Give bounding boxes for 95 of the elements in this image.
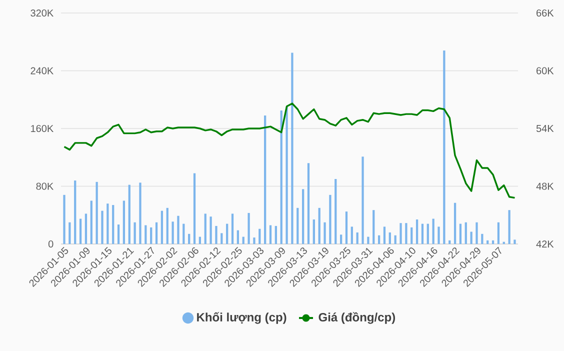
bar — [258, 228, 261, 244]
bar — [367, 236, 370, 244]
bar — [432, 218, 434, 244]
bar — [492, 240, 494, 244]
bar — [362, 156, 364, 244]
y2-tick-label: 66K — [536, 9, 554, 17]
bar — [329, 194, 332, 244]
y-tick-label: 80K — [36, 182, 54, 190]
bar — [74, 180, 76, 244]
bar — [220, 233, 223, 244]
bar — [274, 226, 277, 244]
bar — [198, 236, 202, 244]
bar — [383, 226, 386, 244]
bar — [264, 116, 266, 244]
bar — [410, 227, 413, 244]
bar — [150, 227, 152, 244]
bar — [459, 224, 462, 244]
bar — [416, 219, 418, 244]
bar — [177, 216, 180, 244]
y2-tick-label: 48K — [536, 182, 554, 190]
bar — [210, 216, 212, 244]
bar — [312, 219, 315, 244]
bar — [193, 173, 196, 244]
bar — [372, 210, 375, 244]
bar — [172, 222, 174, 244]
bar — [340, 234, 342, 244]
legend-label: Khối lượng (cp) — [197, 312, 286, 324]
bar — [388, 232, 391, 244]
bar — [106, 204, 109, 244]
y-tick-label: 160K — [31, 124, 54, 132]
bar — [394, 235, 396, 244]
bar — [160, 210, 164, 244]
bar — [291, 52, 294, 244]
bar — [296, 208, 299, 244]
bar — [122, 200, 126, 244]
bar — [182, 224, 185, 244]
legend-label: Giá (đồng/cp) — [318, 312, 396, 324]
y-tick-label: 320K — [30, 9, 54, 17]
bar — [421, 224, 424, 244]
bar — [231, 214, 234, 244]
bar — [307, 163, 310, 244]
bar — [497, 222, 500, 244]
bar — [324, 222, 326, 244]
bar — [79, 218, 82, 244]
y-tick-label: 0 — [48, 240, 54, 248]
bar — [204, 214, 206, 244]
bar — [378, 235, 380, 244]
bar — [400, 223, 402, 244]
bar — [134, 222, 136, 244]
bar — [144, 225, 147, 244]
bar — [188, 234, 190, 244]
bar — [318, 208, 320, 244]
bar — [426, 224, 429, 244]
bar — [112, 205, 114, 244]
y2-tick-label: 42K — [536, 240, 554, 248]
bar — [96, 182, 98, 244]
bar — [84, 214, 88, 244]
bar — [128, 184, 130, 244]
bar — [470, 232, 472, 244]
y2-tick-label: 60K — [536, 67, 554, 74]
bar — [253, 238, 256, 244]
bar — [280, 110, 282, 244]
bar — [242, 236, 244, 244]
bar — [166, 208, 168, 244]
bar — [508, 210, 510, 244]
bar — [448, 240, 451, 244]
bar — [443, 50, 446, 244]
bar — [248, 212, 250, 244]
bar — [215, 226, 218, 244]
bar — [350, 226, 353, 244]
bar — [514, 240, 516, 244]
y2-tick-label: 54K — [536, 125, 554, 132]
bar — [90, 200, 92, 244]
bar — [117, 224, 120, 244]
bar — [405, 223, 408, 244]
bar — [63, 194, 66, 244]
bar — [269, 225, 272, 244]
bar — [101, 210, 104, 244]
bar — [345, 212, 348, 244]
bar — [486, 240, 489, 244]
bar — [139, 182, 142, 244]
bar — [302, 189, 304, 244]
bar — [236, 230, 240, 244]
bar — [481, 234, 484, 244]
bar — [68, 222, 71, 244]
bar — [356, 232, 358, 244]
bar — [438, 226, 440, 244]
bar — [286, 106, 288, 244]
y-tick-label: 240K — [30, 67, 54, 74]
bar — [226, 224, 228, 244]
bar — [454, 202, 456, 244]
bar — [334, 179, 337, 244]
bar — [476, 222, 478, 244]
bar — [464, 222, 467, 244]
bar — [155, 222, 158, 244]
